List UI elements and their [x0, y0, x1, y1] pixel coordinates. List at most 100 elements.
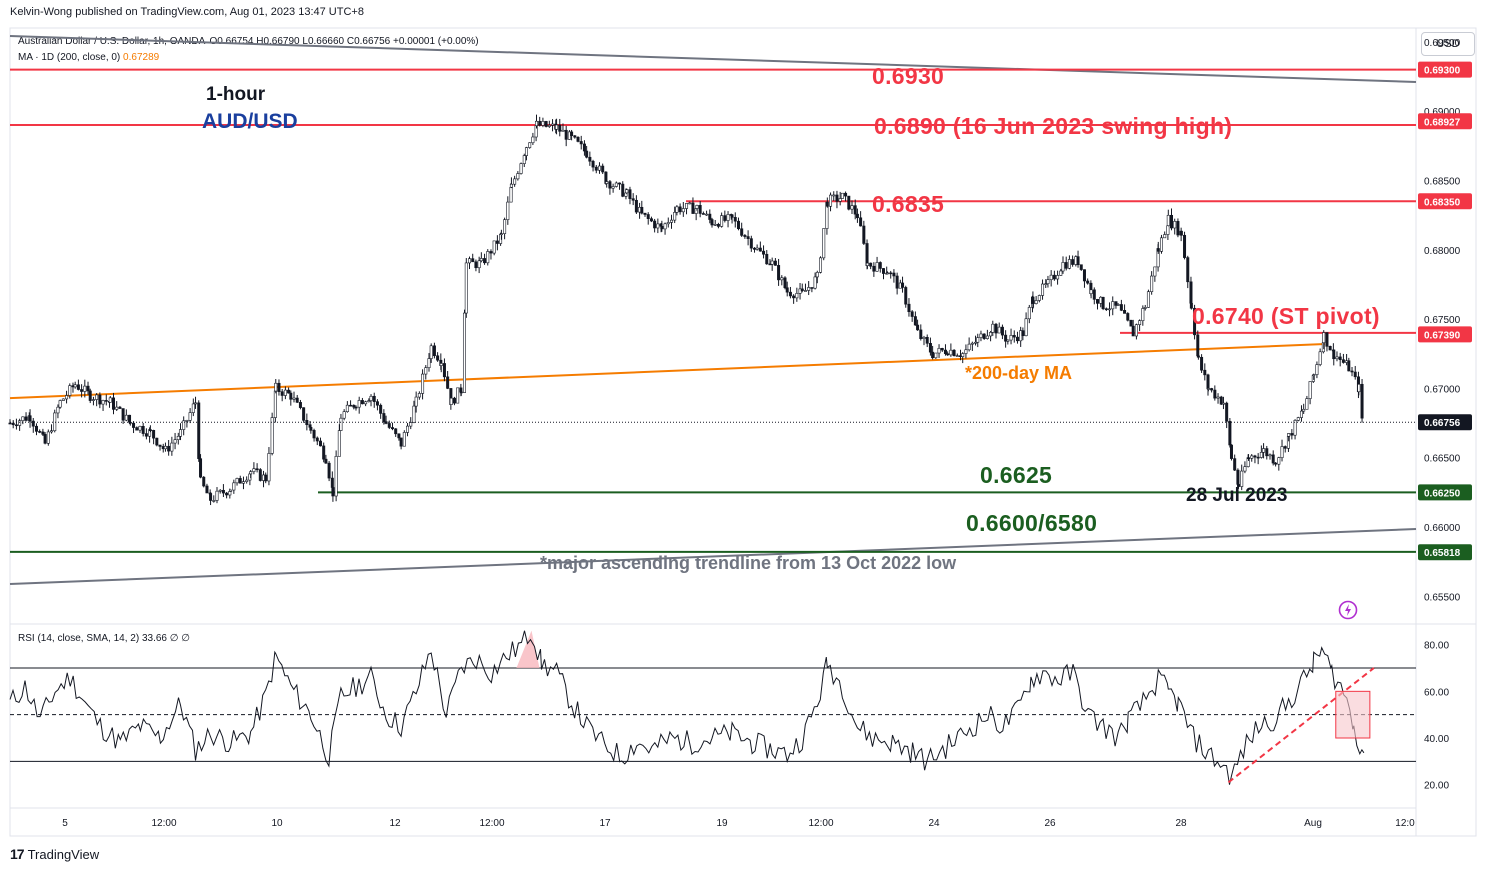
candle [65, 390, 69, 404]
candle [955, 353, 959, 357]
rsi-axis-label: 80.00 [1424, 641, 1449, 652]
candle [1082, 269, 1086, 288]
candle [369, 394, 373, 407]
time-axis-label: 19 [716, 818, 728, 829]
legend-symbol[interactable]: Australian Dollar / U.S. Dollar, 1h, OAN… [18, 36, 205, 47]
candle [1095, 298, 1099, 310]
candle [1009, 328, 1013, 345]
candle [614, 181, 618, 188]
candle [1186, 255, 1190, 289]
candle [387, 420, 391, 430]
candle [221, 484, 225, 498]
candle [18, 418, 22, 431]
candle [1247, 454, 1251, 461]
candle [940, 347, 944, 352]
candle [86, 381, 90, 395]
candle [1067, 255, 1071, 270]
candle [570, 129, 574, 141]
candle [869, 262, 873, 270]
candle [61, 398, 65, 401]
price-axis-label: 0.65500 [1424, 592, 1461, 603]
candle [710, 217, 714, 228]
candle [853, 199, 857, 220]
candle [50, 424, 54, 434]
rsi-legend-value: 33.66 [141, 633, 167, 644]
candle [1004, 330, 1008, 348]
candle [1268, 453, 1272, 460]
candle [862, 220, 866, 245]
candle [919, 324, 923, 341]
candle [182, 416, 186, 436]
candle [1196, 354, 1200, 360]
time-axis-label: 28 [1175, 818, 1187, 829]
candle [528, 142, 532, 149]
candle [1253, 454, 1257, 464]
candle [753, 247, 757, 253]
candle [83, 379, 87, 398]
candle [1108, 302, 1112, 317]
candle [1166, 209, 1170, 227]
candle [1219, 395, 1223, 406]
candle [928, 337, 932, 356]
candle [531, 132, 535, 146]
candle [163, 442, 167, 452]
candle [795, 287, 799, 302]
candle [1305, 395, 1309, 410]
candle [798, 282, 802, 300]
candle [621, 181, 625, 198]
candle [471, 253, 475, 263]
candle [56, 404, 60, 419]
candle [1116, 303, 1120, 306]
candle [486, 249, 490, 266]
candle [551, 119, 555, 132]
candle [155, 437, 159, 447]
price-axis-label: 0.69500 [1424, 38, 1461, 49]
candle [611, 183, 615, 193]
candle [232, 479, 236, 494]
candle [80, 384, 84, 398]
candle [847, 195, 851, 211]
candle [379, 403, 383, 419]
candle [773, 258, 777, 266]
candle [878, 261, 882, 273]
candle [1240, 464, 1244, 491]
candle [964, 344, 968, 359]
candle [780, 275, 784, 286]
candle [364, 400, 368, 407]
candle [292, 391, 296, 403]
lightning-icon[interactable] [1338, 600, 1358, 620]
candle [456, 387, 460, 404]
candle [762, 245, 766, 259]
candle [889, 270, 893, 279]
candle [1119, 299, 1123, 312]
candle [1290, 429, 1294, 440]
tradingview-logo[interactable]: 17 TradingView [10, 846, 99, 862]
candle [384, 415, 388, 425]
time-axis-label: 12:0 [1395, 818, 1415, 829]
candle [1129, 319, 1133, 327]
candle [649, 216, 653, 223]
candle [931, 345, 935, 360]
rsi-axis-label: 40.00 [1424, 734, 1449, 745]
candle [53, 409, 57, 433]
candle [1353, 365, 1357, 380]
svg-text:0.66250: 0.66250 [1424, 488, 1461, 499]
candle [267, 447, 271, 486]
candle [1332, 349, 1336, 366]
candle [979, 330, 983, 342]
candle [158, 444, 162, 451]
candle [989, 330, 993, 342]
candle [24, 412, 28, 422]
candle [1015, 331, 1019, 344]
currency-button[interactable]: USD [1421, 32, 1475, 56]
candle [71, 382, 75, 393]
timeframe-label: 1-hour [206, 84, 266, 105]
candle [121, 408, 125, 424]
candle [555, 118, 559, 135]
rsi-legend-label[interactable]: RSI (14, close, SMA, 14, 2) [18, 633, 140, 644]
candle [1360, 379, 1364, 423]
candle [1233, 454, 1237, 472]
candle [218, 489, 222, 494]
legend-ma-label[interactable]: MA · 1D (200, close, 0) [18, 52, 121, 63]
